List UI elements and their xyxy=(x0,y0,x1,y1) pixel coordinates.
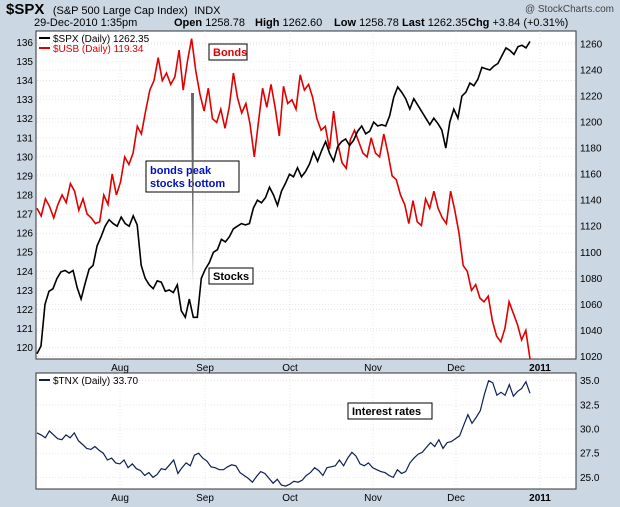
left-tick-label: 132 xyxy=(16,114,33,125)
right-tick-label: 1180 xyxy=(580,144,602,155)
low-label: Low xyxy=(334,17,356,29)
last-value: 1262.35 xyxy=(427,17,468,29)
annotation-bonds: Bonds xyxy=(208,43,248,61)
legend-spx: $SPX (Daily) 1262.35 xyxy=(53,34,150,45)
main-legend: $SPX (Daily) 1262.35 $USB (Daily) 119.34 xyxy=(39,34,150,55)
x-tick-label: Dec xyxy=(447,363,465,374)
left-tick-label: 121 xyxy=(16,324,33,335)
annotation-interest-text: Interest rates xyxy=(352,406,421,418)
tnx-x-tick-label: Nov xyxy=(364,493,382,504)
right-tick-label: 1040 xyxy=(580,326,603,337)
quote-last: Last 1262.35 xyxy=(402,17,467,29)
right-tick-label: 1080 xyxy=(580,274,603,285)
right-tick-label: 1260 xyxy=(580,40,603,51)
exchange-label: INDX xyxy=(194,5,221,17)
annotation-peak-line1: bonds peak xyxy=(150,165,212,177)
open-value: 1258.78 xyxy=(205,17,245,29)
tnx-grid xyxy=(37,373,575,489)
tnx-x-tick-label: Aug xyxy=(111,493,129,504)
tnx-x-tick-label: Oct xyxy=(282,493,298,504)
main-grid xyxy=(37,31,575,359)
tnx-axis-ticks: 25.0 27.5 30.0 32.5 35.0 xyxy=(580,376,600,484)
left-tick-label: 134 xyxy=(16,76,33,87)
high-label: High xyxy=(255,17,280,29)
left-tick-label: 129 xyxy=(16,171,33,182)
annotation-stocks-box xyxy=(208,267,254,285)
main-x-labels: Aug Sep Oct Nov Dec 2011 xyxy=(111,363,551,374)
annotation-interest-box xyxy=(347,402,433,420)
tnx-tick-label: 32.5 xyxy=(580,400,600,411)
annotation-bonds-text: Bonds xyxy=(213,47,247,59)
left-tick-label: 130 xyxy=(16,152,33,163)
right-tick-label: 1160 xyxy=(580,170,602,181)
low-value: 1258.78 xyxy=(359,17,399,29)
high-value: 1262.60 xyxy=(282,17,323,29)
left-tick-label: 127 xyxy=(16,210,33,221)
left-tick-label: 125 xyxy=(16,248,33,259)
left-tick-label: 131 xyxy=(16,133,33,144)
x-tick-label: Aug xyxy=(111,363,129,374)
usb-series-line xyxy=(36,38,531,360)
left-tick-label: 122 xyxy=(16,305,33,316)
quote-date: 29-Dec-2010 1:35pm xyxy=(34,17,138,29)
right-tick-label: 1200 xyxy=(580,118,603,129)
right-tick-label: 1240 xyxy=(580,66,603,77)
tnx-legend: $TNX (Daily) 33.70 xyxy=(39,376,138,387)
legend-usb: $USB (Daily) 119.34 xyxy=(53,44,144,55)
quote-low: Low 1258.78 xyxy=(334,17,399,29)
annotation-stocks: Stocks xyxy=(208,267,254,285)
right-tick-label: 1060 xyxy=(580,300,603,311)
annotation-bonds-box xyxy=(208,43,248,61)
symbol-description: (S&P 500 Large Cap Index) xyxy=(52,5,188,17)
left-tick-label: 135 xyxy=(16,57,33,68)
tnx-series-line xyxy=(36,379,531,487)
x-tick-label: Sep xyxy=(196,363,214,374)
tnx-x-tick-label: 2011 xyxy=(529,493,551,504)
left-axis-ticks: 120 121 122 123 124 125 126 127 128 129 130 131 132 1… xyxy=(16,38,33,354)
quote-change: Chg +3.84 (+0.31%) xyxy=(468,17,568,29)
watermark: @ StockCharts.com xyxy=(524,4,614,15)
x-tick-label: Oct xyxy=(282,363,298,374)
left-tick-label: 123 xyxy=(16,286,33,297)
quote-open: Open 1258.78 xyxy=(174,17,245,29)
left-tick-label: 136 xyxy=(16,38,33,49)
peak-bottom-pointer xyxy=(191,93,194,287)
annotation-interest: Interest rates xyxy=(347,402,433,420)
tnx-x-labels: Aug Sep Oct Nov Dec 2011 xyxy=(111,493,551,504)
annotation-stocks-text: Stocks xyxy=(213,271,249,283)
chart-header-row1: $SPX (S&P 500 Large Cap Index) INDX xyxy=(6,1,221,18)
tnx-tick-label: 35.0 xyxy=(580,376,600,387)
right-tick-label: 1100 xyxy=(580,248,602,259)
left-tick-label: 133 xyxy=(16,95,33,106)
last-label: Last xyxy=(402,17,425,29)
main-panel xyxy=(35,30,577,360)
legend-tnx: $TNX (Daily) 33.70 xyxy=(53,376,138,387)
annotation-peak-line2: stocks bottom xyxy=(150,178,225,190)
chg-label: Chg xyxy=(468,17,490,29)
tnx-tick-label: 25.0 xyxy=(580,473,600,484)
right-axis-ticks: 1020 1040 1060 1080 1100 1120 1140 1160 1180 1200… xyxy=(580,40,603,363)
right-tick-label: 1120 xyxy=(580,222,602,233)
x-tick-label: Nov xyxy=(364,363,382,374)
right-tick-label: 1220 xyxy=(580,92,603,103)
left-tick-label: 120 xyxy=(16,343,33,354)
chg-value: +3.84 (+0.31%) xyxy=(492,17,569,29)
left-tick-label: 124 xyxy=(16,267,33,278)
tnx-tick-label: 30.0 xyxy=(580,425,600,436)
spx-series-line xyxy=(36,40,531,355)
tnx-tick-label: 27.5 xyxy=(580,449,600,460)
right-tick-label: 1020 xyxy=(580,352,603,363)
tnx-x-tick-label: Sep xyxy=(196,493,214,504)
symbol-title: $SPX xyxy=(6,1,45,18)
tnx-panel xyxy=(35,372,577,490)
tnx-x-tick-label: Dec xyxy=(447,493,465,504)
quote-high: High 1262.60 xyxy=(255,17,322,29)
x-tick-label: 2011 xyxy=(529,363,551,374)
open-label: Open xyxy=(174,17,203,29)
left-tick-label: 126 xyxy=(16,229,33,240)
right-tick-label: 1140 xyxy=(580,196,602,207)
left-tick-label: 128 xyxy=(16,191,33,202)
